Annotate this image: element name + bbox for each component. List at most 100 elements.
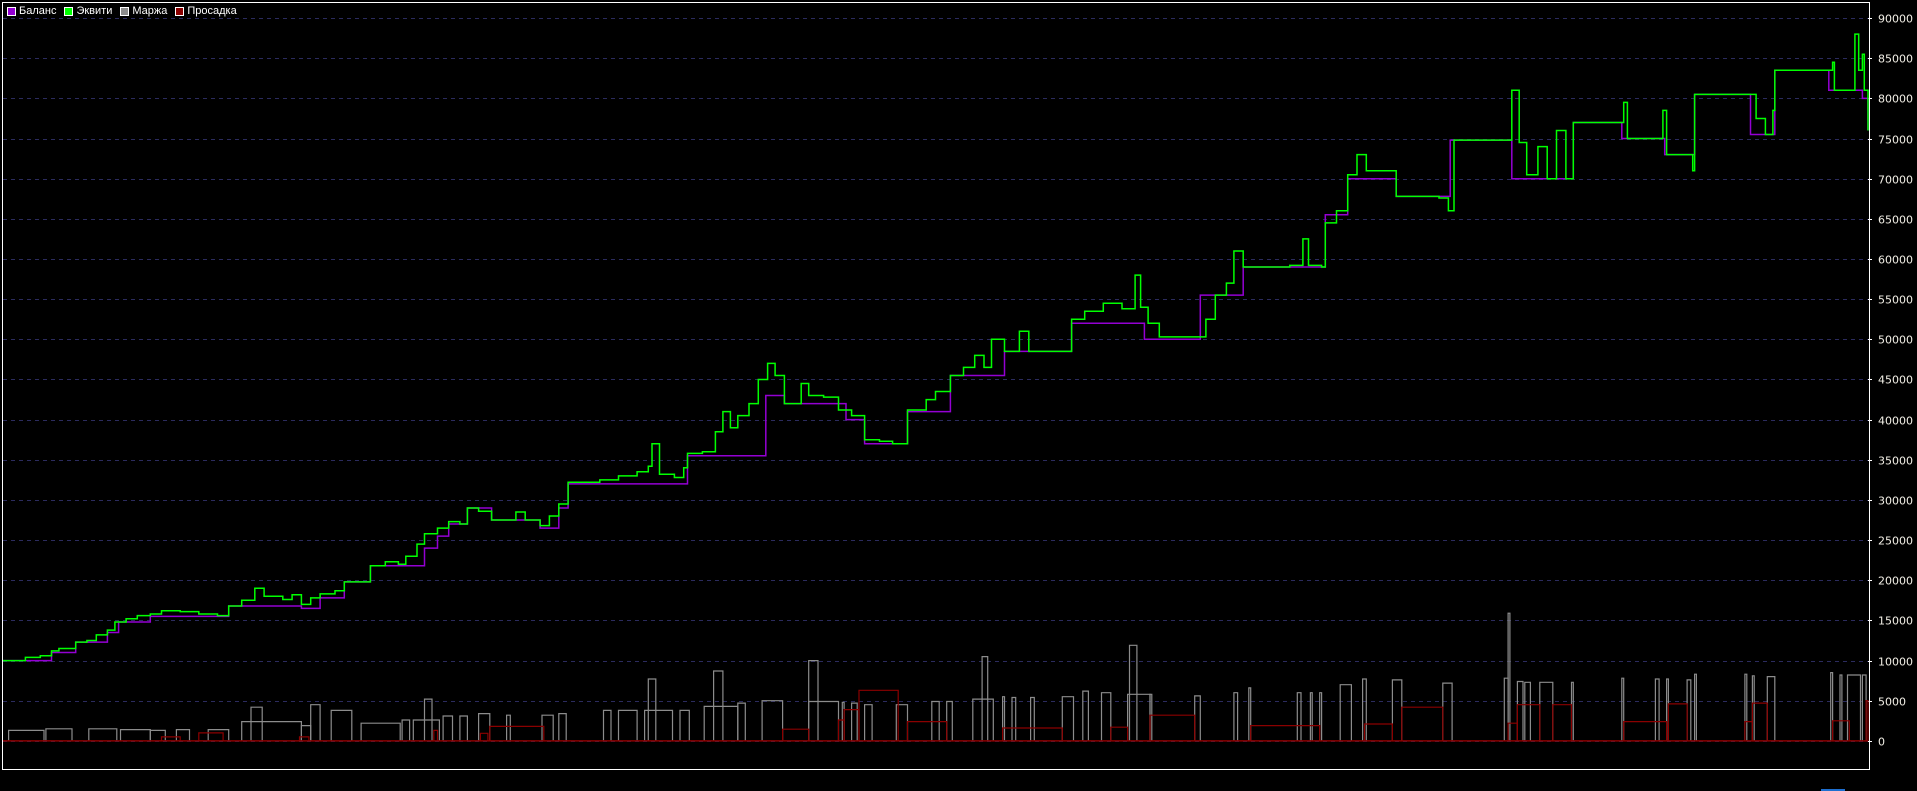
drawdown-block (298, 736, 310, 741)
margin-block (1030, 696, 1035, 741)
legend-label-equity: Эквити (76, 5, 113, 17)
legend-item-margin[interactable]: Маржа (120, 5, 167, 17)
y-tick-label: 5000 (1878, 696, 1906, 709)
margin-block (1296, 692, 1302, 741)
y-tick-label: 60000 (1878, 254, 1913, 267)
margin-block (1516, 680, 1524, 741)
legend-label-balance: Баланс (19, 5, 57, 17)
margin-swatch (120, 6, 130, 16)
y-tick-label: 55000 (1878, 294, 1913, 307)
margin-block (541, 714, 554, 741)
y-tick-label: 35000 (1878, 455, 1913, 468)
y-tick-label: 50000 (1878, 334, 1913, 347)
margin-block (1248, 687, 1252, 741)
drawdown-block (1865, 700, 1869, 741)
y-tick-label: 65000 (1878, 214, 1913, 227)
legend-label-drawdown: Просадка (187, 5, 237, 17)
drawdown-block (906, 721, 948, 741)
drawdown-block (1401, 706, 1444, 741)
y-axis-ticks: 0 5000 10000 15000 20000 25000 30000 35000 40000… (1868, 13, 1913, 749)
drawdown-block (858, 689, 899, 741)
margin-block (808, 660, 819, 741)
drawdown-block (1149, 714, 1196, 741)
drawdown-block (479, 732, 489, 741)
margin-block (45, 728, 73, 741)
margin-block (1362, 678, 1367, 741)
drawdown-block (1623, 721, 1668, 741)
margin-block (1442, 682, 1453, 741)
drawdown-swatch (175, 6, 185, 16)
margin-block (1002, 696, 1006, 741)
margin-block (423, 698, 433, 741)
margin-block (1128, 644, 1138, 741)
margin-block (679, 709, 690, 741)
margin-block (459, 715, 468, 741)
margin-block (851, 702, 858, 741)
y-tick-label: 40000 (1878, 415, 1913, 428)
margin-block (1061, 696, 1075, 741)
margin-block (1339, 684, 1352, 741)
y-tick-label: 0 (1878, 736, 1885, 749)
equity-swatch (64, 6, 74, 16)
y-tick-label: 80000 (1878, 93, 1913, 106)
margin-block (1127, 693, 1151, 741)
legend-item-equity[interactable]: Эквити (64, 5, 112, 17)
margin-block (558, 713, 567, 741)
grid-lines (3, 18, 1868, 742)
margin-block (1766, 676, 1776, 741)
y-tick-label: 45000 (1878, 374, 1913, 387)
margin-block (1654, 678, 1660, 741)
drawdown-block (1552, 704, 1573, 741)
margin-block (1309, 692, 1313, 741)
margin-block (442, 715, 454, 741)
margin-block (1319, 692, 1323, 741)
y-tick-label: 10000 (1878, 656, 1913, 669)
margin-block (401, 719, 411, 741)
margin-block (1082, 690, 1089, 741)
margin-block (1011, 696, 1017, 741)
drawdown-block (1250, 725, 1321, 741)
drawdown-block (1110, 726, 1129, 741)
margin-block (250, 706, 263, 741)
margin-block (207, 729, 230, 741)
y-tick-label: 75000 (1878, 134, 1913, 147)
drawdown-block (489, 725, 545, 741)
drawdown-block (1002, 727, 1063, 741)
margin-block (119, 729, 151, 741)
legend-item-drawdown[interactable]: Просадка (175, 5, 237, 17)
margin-block (175, 729, 191, 741)
margin-block (1233, 692, 1239, 741)
drawdown-block (1744, 721, 1753, 741)
margin-block (1507, 612, 1511, 741)
margin-block (1846, 674, 1862, 741)
legend-item-balance[interactable]: Баланс (7, 5, 56, 17)
drawdown-block (198, 732, 224, 741)
y-tick-label: 15000 (1878, 615, 1913, 628)
balance-swatch (7, 6, 16, 16)
margin-block (330, 709, 353, 741)
margin-block (644, 709, 674, 741)
margin-block (761, 700, 784, 741)
margin-block (88, 728, 118, 741)
margin-block (360, 722, 401, 741)
y-tick-label: 30000 (1878, 495, 1913, 508)
margin-block (602, 709, 612, 741)
margin-block (1539, 681, 1554, 741)
drawdown-block (1832, 720, 1850, 741)
scroll-indicator[interactable] (1821, 789, 1845, 791)
margin-block (647, 678, 657, 741)
margin-block (310, 704, 321, 741)
margin-block (1830, 672, 1834, 741)
plot-border (2, 2, 1870, 770)
margin-block (8, 729, 45, 741)
drawdown-block (782, 728, 810, 741)
margin-block (864, 704, 873, 741)
margin-block (1391, 679, 1403, 741)
margin-block (972, 698, 994, 741)
balance-line (3, 69, 1869, 662)
margin-block (617, 709, 638, 741)
margin-block (1621, 677, 1625, 741)
y-tick-label: 70000 (1878, 174, 1913, 187)
drawdown-block (1516, 704, 1541, 741)
